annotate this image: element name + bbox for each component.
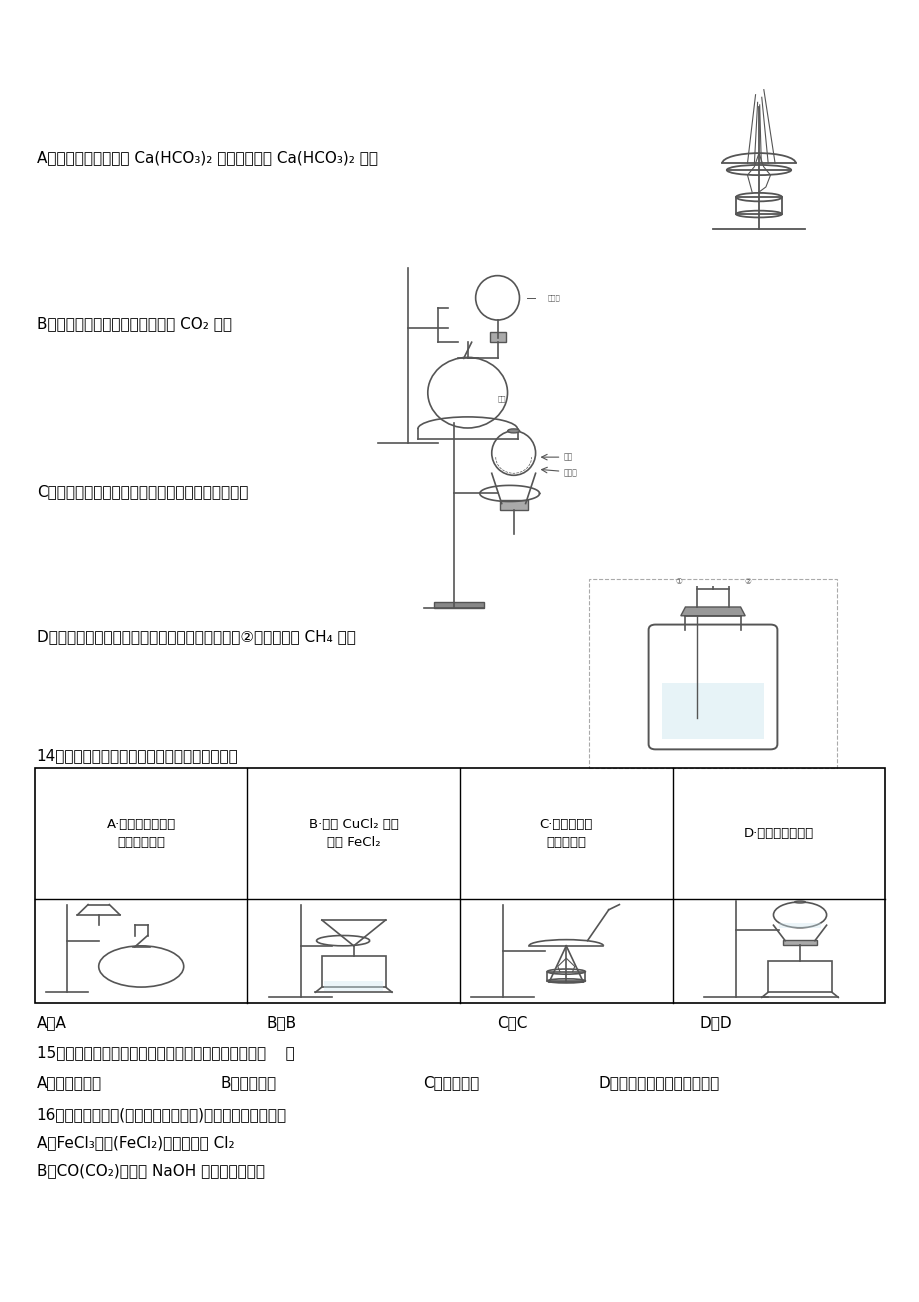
Text: D·分离植物油和水: D·分离植物油和水 <box>743 827 813 840</box>
Text: B．CO(CO₂)：通过 NaOH 溶液洗气后干燥: B．CO(CO₂)：通过 NaOH 溶液洗气后干燥 <box>37 1163 265 1178</box>
Text: 15、下列各组混合物中，能用分液漏斗进行分离的是（    ）: 15、下列各组混合物中，能用分液漏斗进行分离的是（ ） <box>37 1046 294 1061</box>
Text: D．硝酸钾溶液和氯化钾溶液: D．硝酸钾溶液和氯化钾溶液 <box>597 1075 719 1091</box>
Text: C．C: C．C <box>496 1016 527 1031</box>
Text: D．如图所示装置可在广口瓶中先装满水，气体由②口入，收集 CH₄ 气体: D．如图所示装置可在广口瓶中先装满水，气体由②口入，收集 CH₄ 气体 <box>37 629 356 644</box>
Text: A．水和植物油: A．水和植物油 <box>37 1075 102 1091</box>
Text: B．B: B．B <box>267 1016 297 1031</box>
Text: A．如图所示装置蒸干 Ca(HCO₃)₂ 饱和溶液制备 Ca(HCO₃)₂ 晶体: A．如图所示装置蒸干 Ca(HCO₃)₂ 饱和溶液制备 Ca(HCO₃)₂ 晶体 <box>37 150 378 165</box>
Text: D．D: D．D <box>698 1016 731 1031</box>
Text: A·配制一定物质的
量浓度的溶液: A·配制一定物质的 量浓度的溶液 <box>107 818 176 849</box>
Bar <box>35 768 884 1003</box>
Text: C．酒精和水: C．酒精和水 <box>423 1075 479 1091</box>
Text: C·从食盐水中
获取氯化钠: C·从食盐水中 获取氯化钠 <box>539 818 593 849</box>
Text: C．如图所示装置分离苯萃取碘水后的有机层和水层: C．如图所示装置分离苯萃取碘水后的有机层和水层 <box>37 484 248 500</box>
Text: A．FeCl₃溶液(FeCl₂)：通入适量 Cl₂: A．FeCl₃溶液(FeCl₂)：通入适量 Cl₂ <box>37 1135 234 1151</box>
Text: A．A: A．A <box>37 1016 66 1031</box>
Text: B·除去 CuCl₂ 溶液
中的 FeCl₂: B·除去 CuCl₂ 溶液 中的 FeCl₂ <box>309 818 398 849</box>
Text: B．如图所示装置制取少量纯净的 CO₂ 气体: B．如图所示装置制取少量纯净的 CO₂ 气体 <box>37 316 232 332</box>
Text: 16、下列除去杂质(括号的物质为杂质)的方法中，错误的是: 16、下列除去杂质(括号的物质为杂质)的方法中，错误的是 <box>37 1107 287 1122</box>
Text: B．碘和酒精: B．碘和酒精 <box>221 1075 277 1091</box>
Text: 14、下列实验装置及操作不能达到实验目的的是: 14、下列实验装置及操作不能达到实验目的的是 <box>37 749 238 764</box>
